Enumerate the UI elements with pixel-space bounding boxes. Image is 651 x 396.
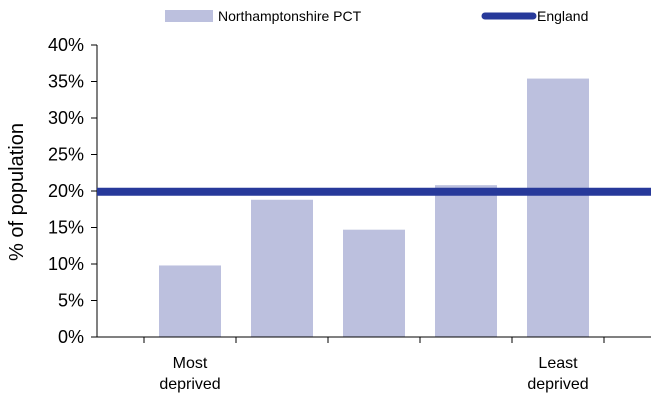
y-tick-label: 0% [58, 327, 84, 347]
y-tick-label: 40% [48, 35, 84, 55]
legend: Northamptonshire PCT England [165, 8, 588, 24]
y-tick-label: 30% [48, 108, 84, 128]
legend-swatch-northamptonshire-pct [165, 10, 213, 22]
x-axis-labels: Most deprived Least deprived [159, 355, 588, 393]
x-axis-ticks [143, 337, 605, 343]
y-tick-label: 10% [48, 254, 84, 274]
legend-label-england: England [537, 8, 588, 24]
y-tick-label: 35% [48, 72, 84, 92]
y-axis-ticks: 0% 5% 10% 15% 20% 25% 30% 35% 40% [48, 35, 97, 347]
y-tick-label: 5% [58, 291, 84, 311]
bar [159, 265, 221, 337]
legend-label-northamptonshire-pct: Northamptonshire PCT [218, 8, 362, 24]
y-tick-label: 20% [48, 181, 84, 201]
x-category-label: Most deprived [159, 355, 220, 393]
bar [251, 199, 313, 337]
y-axis-title: % of population [6, 123, 28, 261]
bars [159, 78, 589, 337]
x-category-label: Least deprived [527, 355, 588, 393]
y-tick-label: 25% [48, 145, 84, 165]
bar [435, 185, 497, 337]
y-tick-label: 15% [48, 218, 84, 238]
bar [343, 229, 405, 337]
bar [527, 78, 589, 337]
